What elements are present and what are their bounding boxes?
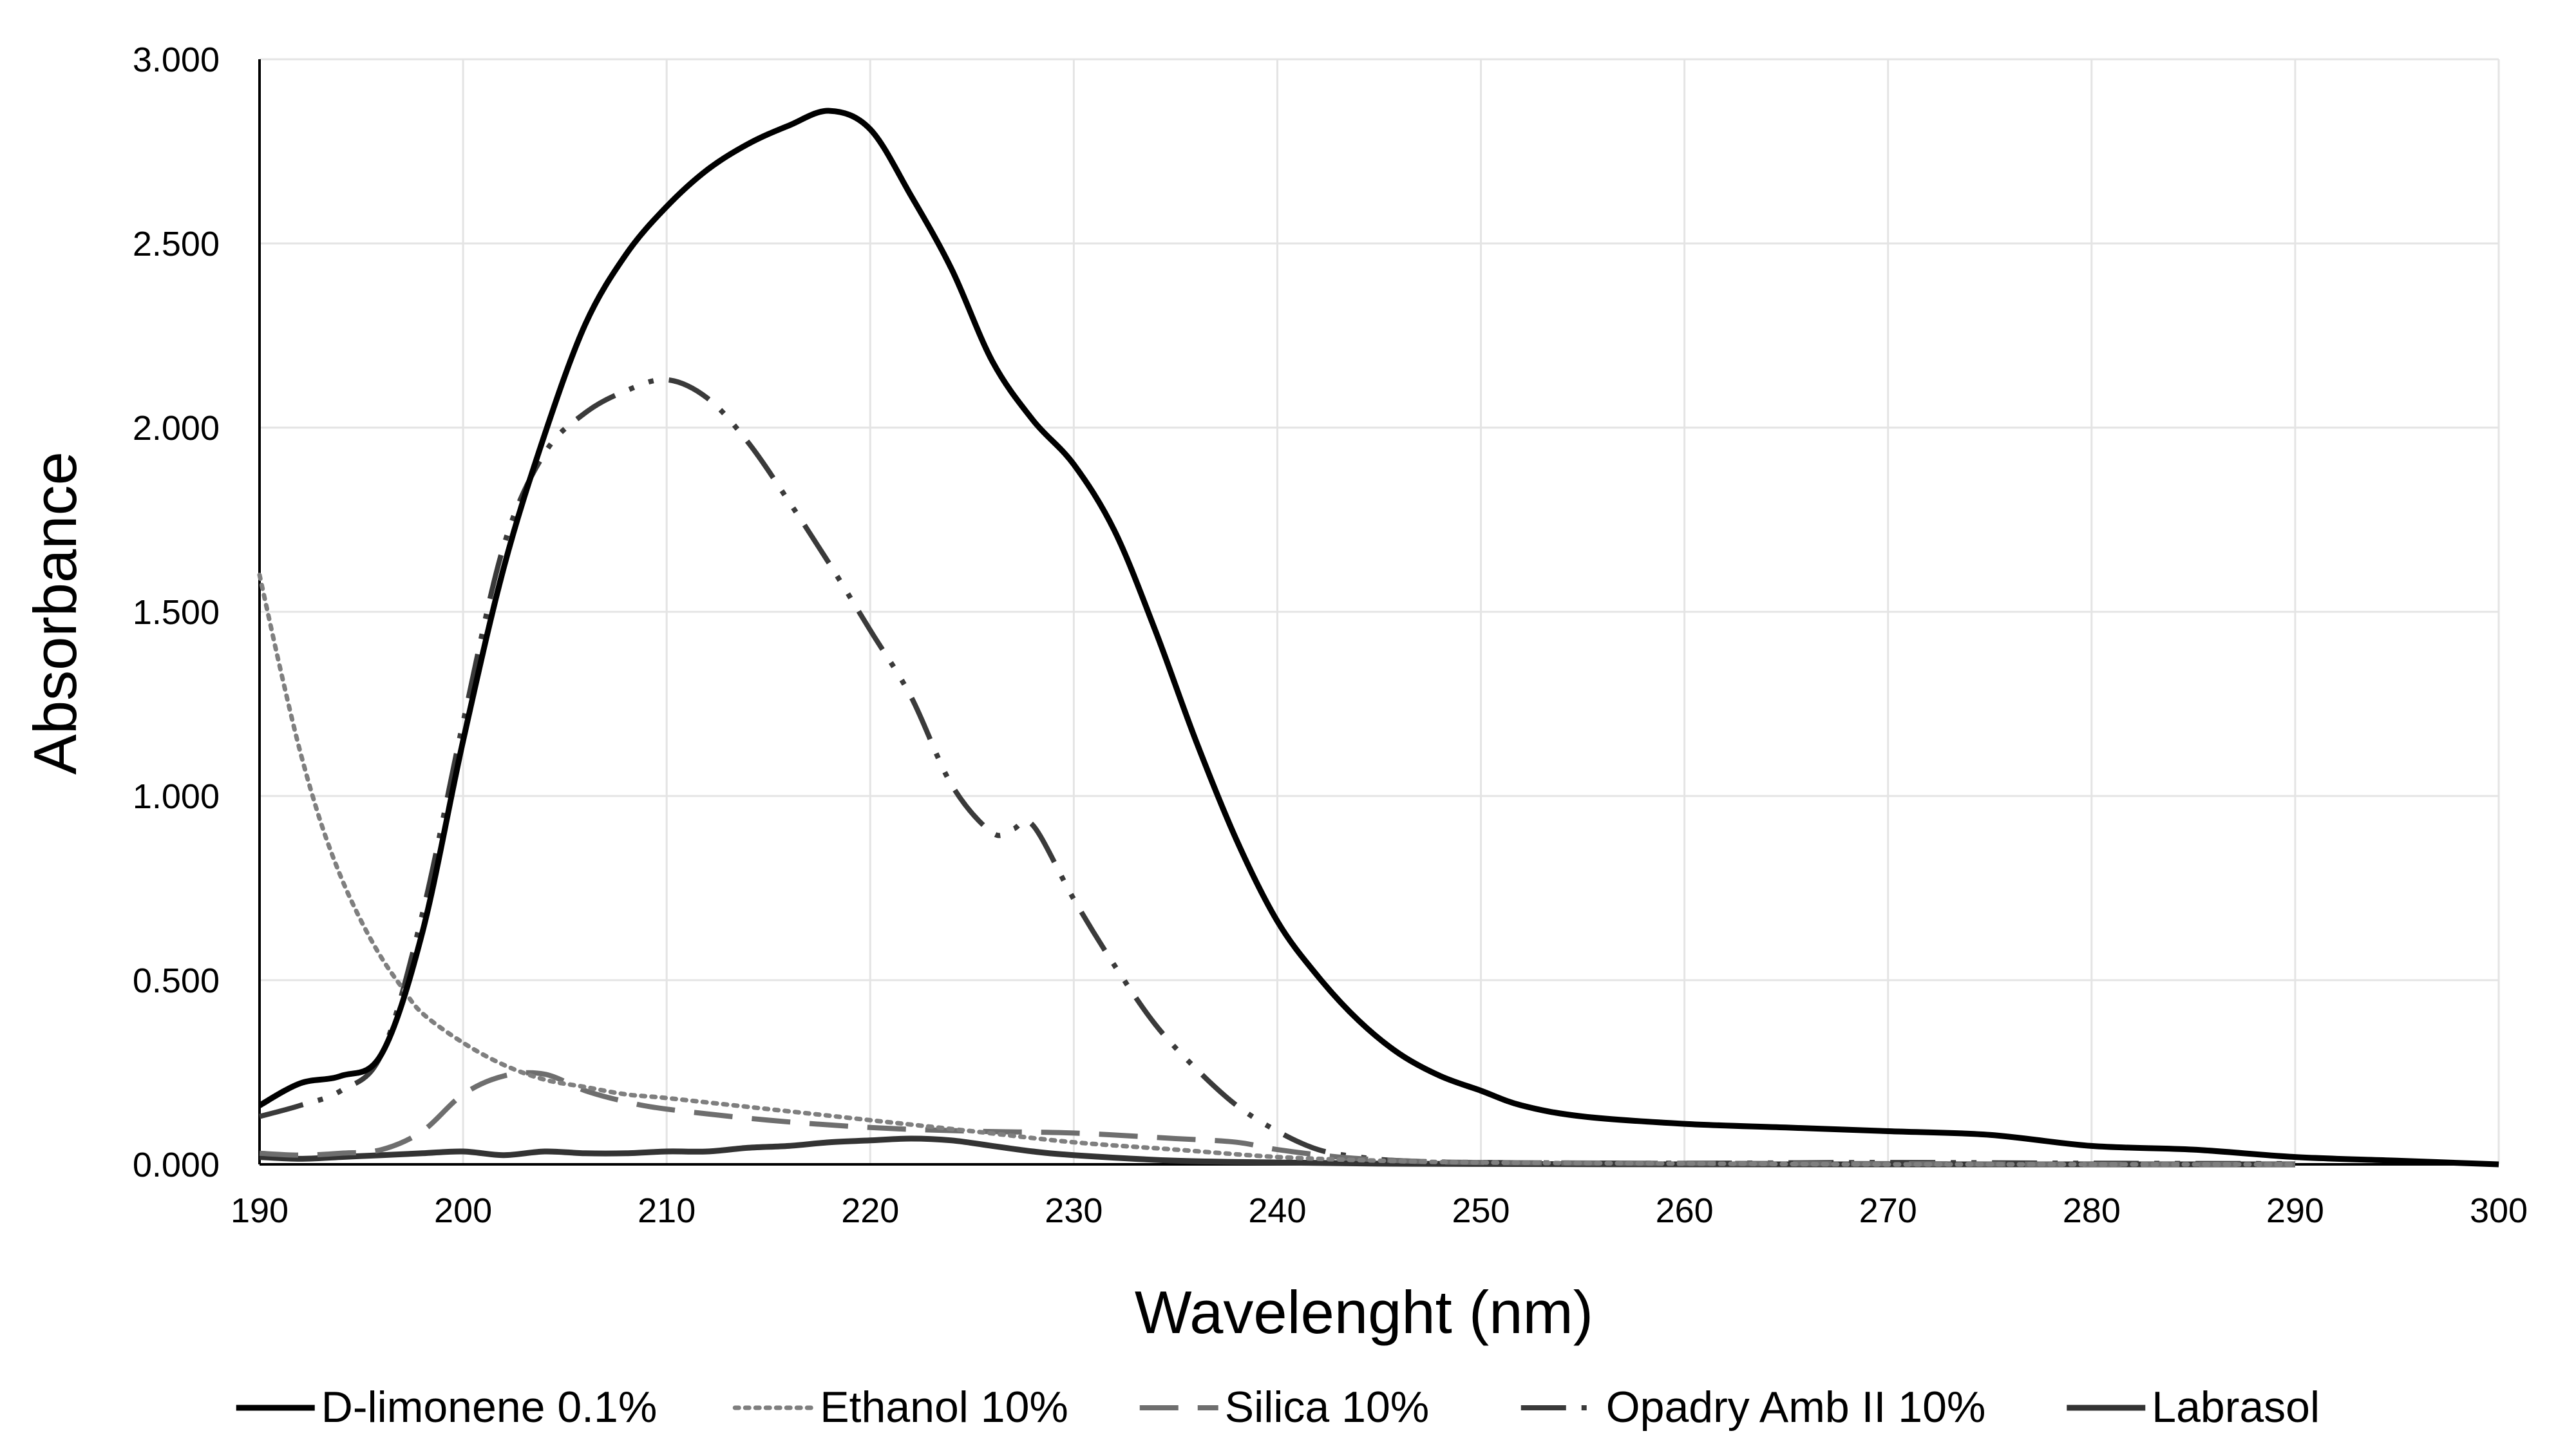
legend-label: Ethanol 10% xyxy=(820,1383,1068,1432)
x-tick-label: 220 xyxy=(841,1191,899,1230)
x-tick-label: 280 xyxy=(2063,1191,2121,1230)
legend-label: Opadry Amb II 10% xyxy=(1606,1383,1986,1432)
legend-label: Silica 10% xyxy=(1225,1383,1430,1432)
x-tick-label: 250 xyxy=(1452,1191,1510,1230)
legend-item: Opadry Amb II 10% xyxy=(1520,1383,1986,1432)
y-tick-label: 1.000 xyxy=(133,777,220,816)
x-tick-label: 300 xyxy=(2470,1191,2528,1230)
x-tick-label: 190 xyxy=(231,1191,289,1230)
series-lines xyxy=(257,108,2499,1168)
legend-item: Silica 10% xyxy=(1139,1383,1430,1432)
legend-label: D-limonene 0.1% xyxy=(321,1383,658,1432)
tick-labels: 0.000 0.500 1.000 1.500 2.000 2.500 3.000 190 20… xyxy=(133,41,2528,1230)
y-tick-label: 1.500 xyxy=(133,593,220,632)
x-tick-label: 260 xyxy=(1656,1191,1714,1230)
y-tick-label: 0.000 xyxy=(133,1146,220,1184)
y-tick-label: 2.000 xyxy=(133,409,220,448)
legend-label: Labrasol xyxy=(2152,1383,2320,1432)
legend-item: D-limonene 0.1% xyxy=(236,1383,658,1432)
x-tick-label: 290 xyxy=(2266,1191,2324,1230)
gridlines xyxy=(260,58,2500,1164)
x-tick-label: 270 xyxy=(1859,1191,1917,1230)
x-tick-label: 210 xyxy=(638,1191,696,1230)
y-tick-label: 2.500 xyxy=(133,225,220,263)
legend: D-limonene 0.1% Ethanol 10% Silica 10% Opad… xyxy=(236,1383,2320,1432)
legend-item: Labrasol xyxy=(2067,1383,2320,1432)
y-tick-label: 3.000 xyxy=(133,41,220,79)
x-tick-label: 240 xyxy=(1248,1191,1306,1230)
x-axis-title: Wavelenght (nm) xyxy=(1135,1278,1593,1346)
y-axis-title: Absorbance xyxy=(21,451,89,775)
x-tick-label: 200 xyxy=(434,1191,492,1230)
series-line-ethanol-10 xyxy=(257,573,2298,1167)
series-line-d-limonene-0-1 xyxy=(258,108,2499,1168)
x-tick-label: 230 xyxy=(1045,1191,1103,1230)
y-tick-label: 0.500 xyxy=(133,961,220,1000)
legend-item: Ethanol 10% xyxy=(732,1383,1068,1432)
